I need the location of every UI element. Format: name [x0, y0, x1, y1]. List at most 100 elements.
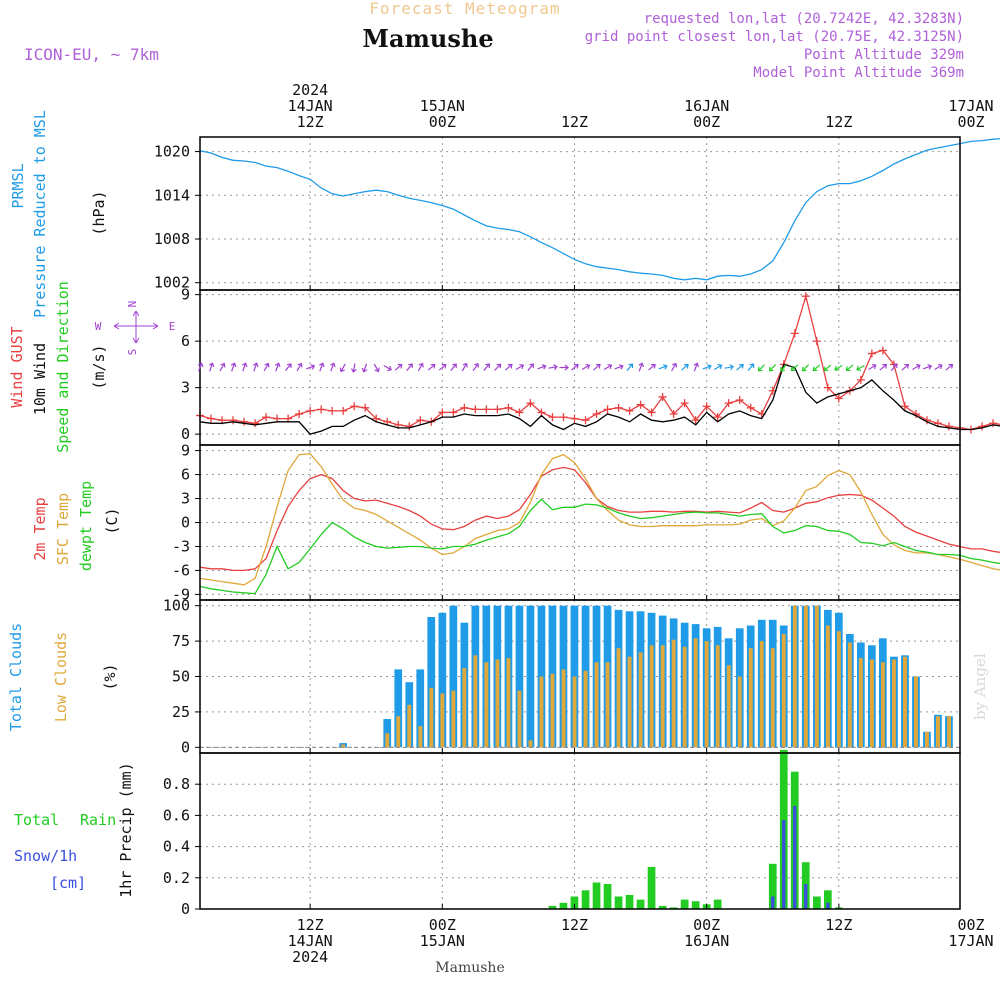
- wind-arrow-shaft: [912, 364, 920, 371]
- wind-arrow-shaft: [352, 363, 356, 372]
- top-time-label: 15JAN: [420, 97, 465, 115]
- y-tick-label: 3: [181, 379, 190, 397]
- wind-arrow-shaft: [923, 365, 931, 370]
- precip-unit: 1hr Precip (mm): [117, 762, 135, 897]
- wind-gust-label: Wind GUST: [8, 326, 26, 407]
- wind-arrow-head: [462, 362, 468, 368]
- wind-arrow-shaft: [603, 364, 612, 371]
- compass-vertical-arrow: [132, 310, 140, 344]
- wind-arrow-shaft: [780, 364, 787, 371]
- gust-marker: [636, 400, 645, 409]
- gust-marker: [823, 383, 832, 392]
- clouds-bar: [515, 605, 524, 748]
- precip-bar: [559, 902, 568, 909]
- top-time-label: 2024: [292, 81, 328, 99]
- gust-marker: [515, 408, 524, 417]
- gust-marker: [350, 402, 359, 411]
- wind-arrow-head: [241, 362, 248, 368]
- station-title: Mamushe: [362, 24, 493, 53]
- gust-marker: [978, 422, 987, 431]
- wind-arrow-shaft: [330, 363, 335, 372]
- gust-marker: [713, 413, 722, 422]
- wind-arrow-head: [596, 364, 601, 369]
- precip-panel: 0 0.2 0.4 0.6 0.8: [163, 749, 961, 918]
- clouds-bar: [418, 726, 423, 748]
- wind-arrow-shaft: [515, 364, 524, 371]
- wind-arrow-shaft: [219, 363, 225, 372]
- rain-label: Rain: [80, 811, 116, 829]
- wind-arrow: [427, 364, 436, 371]
- wind-arrow-shaft: [791, 364, 799, 371]
- clouds-bar: [616, 648, 621, 748]
- y-tick-label: 25: [172, 703, 190, 721]
- top-time-label: 17JAN: [948, 97, 993, 115]
- y-tick-label: 0: [181, 900, 190, 918]
- clouds-bar: [473, 655, 478, 748]
- gust-marker: [746, 403, 755, 412]
- wind-arrow-head: [904, 364, 910, 369]
- wind-arrow-shaft: [231, 363, 235, 372]
- gust-marker: [570, 414, 579, 423]
- wind-arrow-shaft: [438, 364, 446, 371]
- wind-arrow-head: [812, 366, 818, 371]
- y-tick-label: 0.2: [163, 869, 190, 887]
- y-tick-label: 1014: [154, 186, 190, 204]
- wind-arrow: [537, 364, 547, 370]
- top-time-label: 12Z: [825, 113, 852, 131]
- clouds-bar: [385, 733, 390, 748]
- gust-marker: [790, 329, 799, 338]
- wind-arrow: [296, 362, 303, 372]
- wind-arrow-head: [507, 364, 513, 369]
- wind-arrow: [638, 362, 645, 372]
- gust-marker: [317, 405, 326, 414]
- clouds-bar: [715, 645, 720, 748]
- y-tick-label: 1002: [154, 274, 190, 292]
- wind-arrow-shaft: [879, 364, 887, 371]
- clouds-bar: [925, 731, 929, 748]
- precip-bar: [813, 896, 821, 909]
- gust-marker: [482, 405, 491, 414]
- wind-arrow-head: [585, 363, 591, 370]
- bottom-time-label: 14JAN: [288, 932, 333, 950]
- wind-arrow-head: [330, 362, 336, 368]
- gust-marker: [801, 292, 810, 301]
- wind-arrow: [823, 364, 832, 371]
- wind-arrow-head: [553, 364, 558, 371]
- gust-marker: [944, 422, 953, 431]
- wind-arrow-head: [684, 364, 689, 369]
- wind-arrow-shaft: [306, 365, 315, 370]
- clouds-bar: [649, 645, 654, 748]
- precip-bar: [768, 863, 777, 909]
- wind-arrow-shaft: [890, 364, 897, 371]
- wind-arrow-head: [252, 362, 259, 368]
- wind-arrow-head: [882, 364, 888, 369]
- wind-arrow: [494, 363, 502, 371]
- wind-arrow-head: [418, 362, 424, 368]
- wind-arrow: [593, 364, 601, 371]
- gust-marker: [658, 392, 667, 401]
- y-tick-label: 0.4: [163, 838, 190, 856]
- wind-arrow: [319, 362, 325, 372]
- wind-arrow-head: [529, 363, 534, 368]
- wind-arrow-shaft: [472, 363, 479, 372]
- wind-arrow: [361, 363, 368, 373]
- top-time-label: 00Z: [429, 113, 456, 131]
- top-time-label: 16JAN: [684, 97, 729, 115]
- total-clouds-label: Total Clouds: [7, 623, 25, 731]
- wind-arrow: [306, 364, 316, 370]
- wind-arrow: [780, 364, 787, 372]
- wind-arrow-shaft: [209, 363, 213, 372]
- wind-arrow: [856, 364, 865, 372]
- precip-bar: [826, 902, 830, 909]
- clouds-bar: [947, 716, 951, 748]
- precip-bar: [592, 882, 601, 909]
- gust-marker: [724, 399, 733, 408]
- pressure-label: PRMSL: [9, 163, 27, 208]
- gust-marker: [328, 406, 337, 415]
- wind-direction-label: Speed and Direction: [54, 281, 72, 453]
- wind-arrow-head: [707, 364, 712, 370]
- wind-unit: (m/s): [90, 344, 108, 389]
- wind-arrow-shaft: [373, 363, 379, 372]
- wind-arrow-head: [310, 364, 316, 370]
